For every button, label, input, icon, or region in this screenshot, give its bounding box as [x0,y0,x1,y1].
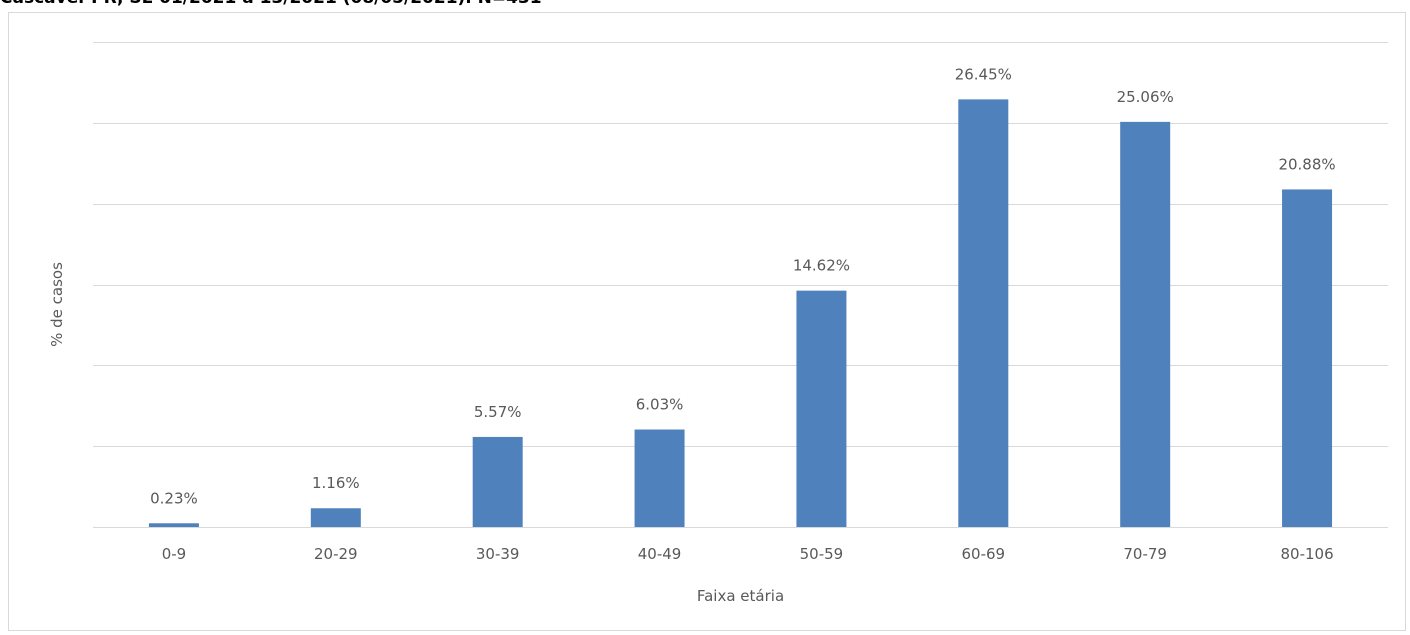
bar-0-9 [148,523,199,527]
bar-60-69 [958,99,1009,528]
data-label: 1.16% [312,474,360,492]
x-axis-title: Faixa etária [697,587,784,605]
bar-30-39 [472,436,523,527]
x-tick-label: 40-49 [638,545,682,563]
data-label: 5.57% [474,403,522,421]
bars [148,99,1333,528]
bar-80-106 [1282,189,1333,527]
x-tick-label: 50-59 [800,545,844,563]
bar-50-59 [796,290,847,527]
x-tick-label: 0-9 [162,545,187,563]
data-label: 14.62% [793,257,850,275]
data-label: 20.88% [1278,155,1335,173]
data-label: 26.45% [955,65,1012,83]
x-tick-label: 70-79 [1123,545,1167,563]
data-label: 25.06% [1117,88,1174,106]
y-axis-title: % de casos [48,262,66,347]
x-tick-labels: 0-9 20-29 30-39 40-49 50-59 60-69 70-79 80-106 [162,545,1334,563]
data-label: 0.23% [150,489,198,507]
x-tick-label: 80-106 [1280,545,1333,563]
x-tick-label: 20-29 [314,545,358,563]
bar-40-49 [634,429,685,527]
x-tick-label: 60-69 [962,545,1006,563]
x-tick-label: 30-39 [476,545,520,563]
data-labels: 0.23% 1.16% 5.57% 6.03% 14.62% 26.45% 25.06% 20… [150,65,1336,507]
page-title: Cascavel-PR, SE 01/2021 a 13/2021 (08/05… [0,0,542,8]
gridlines [93,42,1388,528]
bar-70-79 [1120,121,1171,527]
data-label: 6.03% [636,396,684,414]
bar-20-29 [310,508,361,527]
